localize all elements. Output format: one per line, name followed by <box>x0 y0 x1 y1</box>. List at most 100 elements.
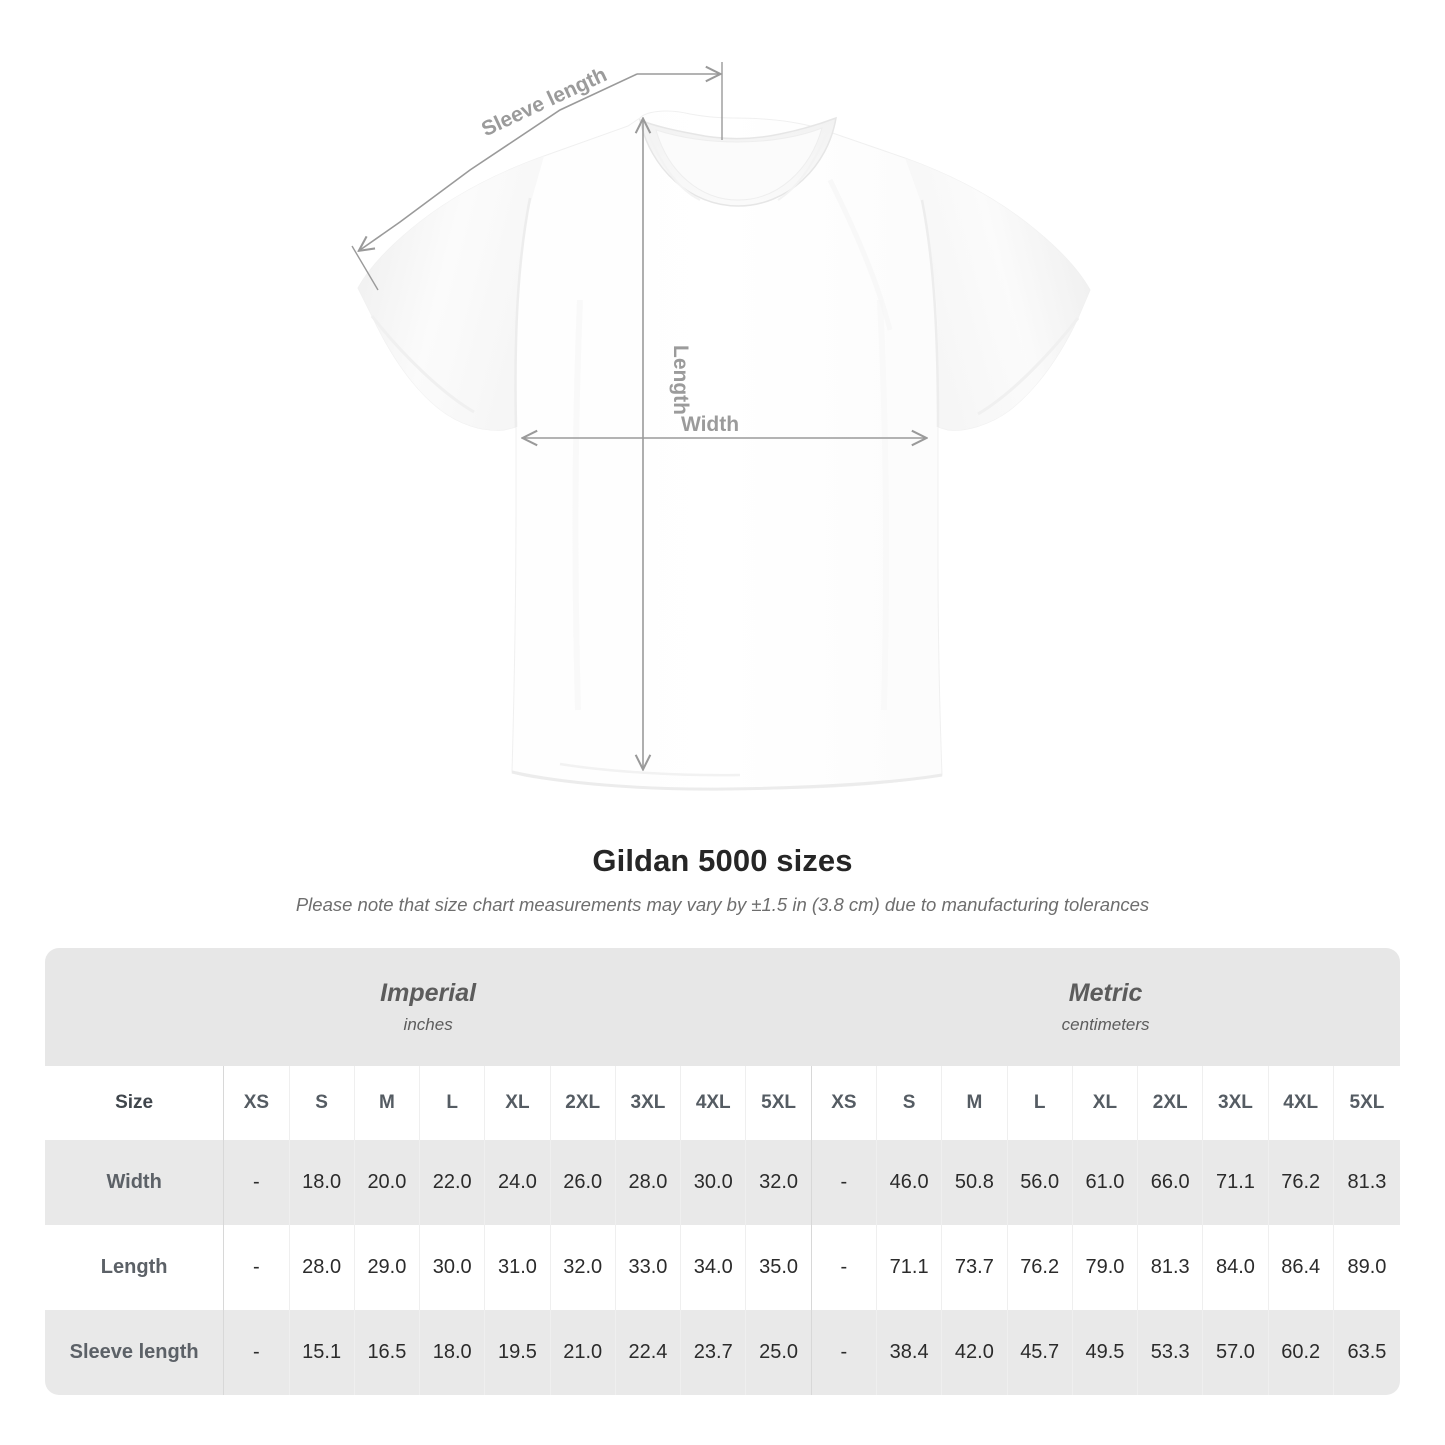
cell-sleeve-imperial-2xl: 21.0 <box>550 1310 616 1395</box>
cell-length-metric-5xl: 89.0 <box>1333 1225 1400 1310</box>
size-table: Imperial inches Metric centimeters Size … <box>45 948 1400 1395</box>
row-label-width: Width <box>45 1140 225 1225</box>
size-header-metric-5xl: 5XL <box>1333 1066 1400 1140</box>
cell-width-metric-xl: 61.0 <box>1072 1140 1139 1225</box>
system-unit-metric: centimeters <box>1061 1015 1150 1034</box>
size-header-metric-s: S <box>876 1066 943 1140</box>
cell-length-imperial-2xl: 32.0 <box>550 1225 616 1310</box>
cell-length-imperial-5xl: 35.0 <box>745 1225 812 1310</box>
size-header-imperial-m: M <box>354 1066 421 1140</box>
cell-length-imperial-3xl: 33.0 <box>615 1225 682 1310</box>
cell-sleeve-metric-xs: - <box>811 1310 878 1395</box>
size-header-imperial-4xl: 4XL <box>680 1066 747 1140</box>
table-row-sleeve-length: Sleeve length - 15.1 16.5 18.0 19.5 21.0… <box>45 1310 1400 1395</box>
page-title: Gildan 5000 sizes <box>592 843 853 878</box>
cell-width-metric-5xl: 81.3 <box>1333 1140 1400 1225</box>
size-header-imperial-xl: XL <box>484 1066 551 1140</box>
system-unit-imperial: inches <box>403 1015 453 1034</box>
cell-width-metric-m: 50.8 <box>941 1140 1008 1225</box>
size-header-imperial-s: S <box>289 1066 355 1140</box>
cell-length-metric-s: 71.1 <box>876 1225 943 1310</box>
size-header-metric-4xl: 4XL <box>1268 1066 1334 1140</box>
length-label: Length <box>669 345 692 415</box>
system-name-metric: Metric <box>1068 979 1143 1007</box>
size-header-metric-xs: XS <box>811 1066 878 1140</box>
cell-width-imperial-xl: 24.0 <box>484 1140 551 1225</box>
size-header-imperial-2xl: 2XL <box>550 1066 616 1140</box>
size-table-container: Imperial inches Metric centimeters Size … <box>45 948 1400 1395</box>
title-block: Gildan 5000 sizes Please note that size … <box>0 842 1445 917</box>
cell-sleeve-imperial-l: 18.0 <box>419 1310 486 1395</box>
system-name-imperial: Imperial <box>380 979 477 1007</box>
cell-length-imperial-xl: 31.0 <box>484 1225 551 1310</box>
tshirt-svg: Sleeve length Length Width <box>351 62 1091 791</box>
cell-sleeve-metric-l: 45.7 <box>1007 1310 1073 1395</box>
cell-length-metric-m: 73.7 <box>941 1225 1008 1310</box>
cell-sleeve-imperial-xs: - <box>223 1310 290 1395</box>
system-cell-metric: Metric centimeters <box>811 948 1400 1066</box>
size-header-metric-xl: XL <box>1072 1066 1139 1140</box>
row-label-sleeve-length: Sleeve length <box>45 1310 225 1395</box>
size-header-imperial-l: L <box>419 1066 486 1140</box>
measurement-annotations <box>351 62 925 768</box>
cell-width-metric-l: 56.0 <box>1007 1140 1073 1225</box>
cell-length-imperial-m: 29.0 <box>354 1225 421 1310</box>
cell-width-imperial-2xl: 26.0 <box>550 1140 616 1225</box>
tolerance-note: Please note that size chart measurements… <box>295 894 1150 915</box>
size-header-metric-m: M <box>941 1066 1008 1140</box>
cell-sleeve-metric-3xl: 57.0 <box>1202 1310 1269 1395</box>
system-cell-imperial: Imperial inches <box>45 948 812 1066</box>
cell-width-metric-3xl: 71.1 <box>1202 1140 1269 1225</box>
cell-length-metric-3xl: 84.0 <box>1202 1225 1269 1310</box>
cell-width-imperial-s: 18.0 <box>289 1140 355 1225</box>
size-header-metric-2xl: 2XL <box>1137 1066 1204 1140</box>
cell-length-metric-xs: - <box>811 1225 878 1310</box>
cell-length-imperial-l: 30.0 <box>419 1225 486 1310</box>
tshirt-illustration: Sleeve length Length Width <box>351 62 1091 791</box>
cell-length-metric-4xl: 86.4 <box>1268 1225 1334 1310</box>
cell-width-metric-4xl: 76.2 <box>1268 1140 1334 1225</box>
cell-width-imperial-xs: - <box>223 1140 290 1225</box>
sleeve-length-label: Sleeve length <box>478 63 610 141</box>
cell-sleeve-metric-xl: 49.5 <box>1072 1310 1139 1395</box>
cell-length-metric-xl: 79.0 <box>1072 1225 1139 1310</box>
cell-sleeve-imperial-m: 16.5 <box>354 1310 421 1395</box>
cell-length-metric-2xl: 81.3 <box>1137 1225 1204 1310</box>
cell-length-imperial-4xl: 34.0 <box>680 1225 747 1310</box>
cell-sleeve-imperial-4xl: 23.7 <box>680 1310 747 1395</box>
size-header-imperial-3xl: 3XL <box>615 1066 682 1140</box>
cell-length-metric-l: 76.2 <box>1007 1225 1073 1310</box>
cell-length-imperial-s: 28.0 <box>289 1225 355 1310</box>
cell-width-metric-s: 46.0 <box>876 1140 943 1225</box>
size-header-label: Size <box>45 1066 225 1140</box>
row-label-length: Length <box>45 1225 225 1310</box>
tshirt-garment <box>357 110 1091 791</box>
cell-sleeve-imperial-3xl: 22.4 <box>615 1310 682 1395</box>
table-row-width: Width - 18.0 20.0 22.0 24.0 26.0 28.0 30… <box>45 1140 1400 1225</box>
size-header-imperial-5xl: 5XL <box>745 1066 812 1140</box>
cell-length-imperial-xs: - <box>223 1225 290 1310</box>
cell-width-imperial-3xl: 28.0 <box>615 1140 682 1225</box>
width-label: Width <box>681 413 739 436</box>
cell-width-imperial-m: 20.0 <box>354 1140 421 1225</box>
sleeve-length-dimension <box>351 62 723 291</box>
cell-width-metric-xs: - <box>811 1140 878 1225</box>
size-header-imperial-xs: XS <box>223 1066 290 1140</box>
size-header-row: Size XS S M L XL 2XL 3XL 4XL 5XL XS S M … <box>45 1066 1400 1140</box>
cell-sleeve-metric-s: 38.4 <box>876 1310 943 1395</box>
cell-width-imperial-5xl: 32.0 <box>745 1140 812 1225</box>
size-header-metric-l: L <box>1007 1066 1073 1140</box>
cell-sleeve-metric-m: 42.0 <box>941 1310 1008 1395</box>
size-header-metric-3xl: 3XL <box>1202 1066 1269 1140</box>
cell-sleeve-metric-4xl: 60.2 <box>1268 1310 1334 1395</box>
cell-sleeve-metric-5xl: 63.5 <box>1333 1310 1400 1395</box>
cell-width-imperial-l: 22.0 <box>419 1140 486 1225</box>
cell-width-imperial-4xl: 30.0 <box>680 1140 747 1225</box>
table-row-length: Length - 28.0 29.0 30.0 31.0 32.0 33.0 3… <box>45 1225 1400 1310</box>
system-header-row: Imperial inches Metric centimeters <box>45 948 1400 1066</box>
cell-width-metric-2xl: 66.0 <box>1137 1140 1204 1225</box>
cell-sleeve-imperial-xl: 19.5 <box>484 1310 551 1395</box>
cell-sleeve-imperial-s: 15.1 <box>289 1310 355 1395</box>
cell-sleeve-metric-2xl: 53.3 <box>1137 1310 1204 1395</box>
